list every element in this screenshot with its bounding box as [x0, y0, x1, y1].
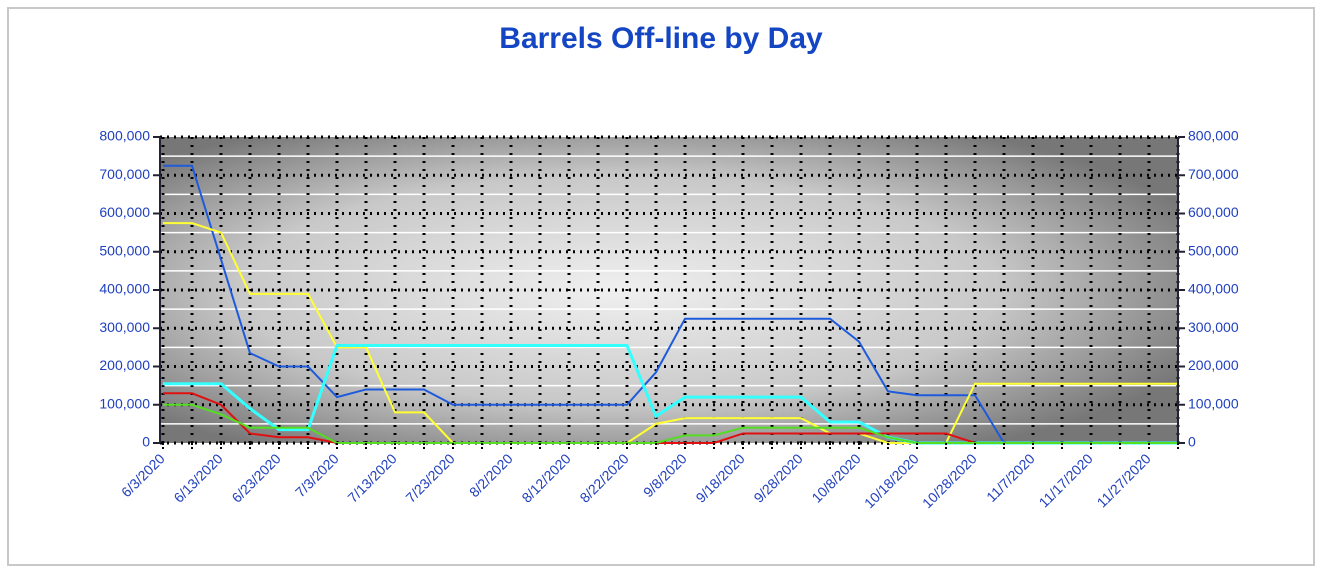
y2-tick-label: 0: [1188, 434, 1196, 450]
y-tick-label: 300,000: [99, 319, 150, 335]
y2-tick-label: 200,000: [1188, 357, 1239, 373]
y2-tick-label: 600,000: [1188, 204, 1239, 220]
y-tick-label: 100,000: [99, 395, 150, 411]
y2-tick-label: 500,000: [1188, 242, 1239, 258]
y-tick-label: 200,000: [99, 357, 150, 373]
chart-title: Barrels Off-line by Day: [499, 22, 823, 55]
y-tick-label: 400,000: [99, 281, 150, 297]
y2-tick-label: 300,000: [1188, 319, 1239, 335]
y-tick-label: 800,000: [99, 128, 150, 144]
series-line: [163, 222, 1178, 444]
series-line: [163, 403, 1178, 444]
y-tick-label: 600,000: [99, 204, 150, 220]
y-tick-label: 700,000: [99, 166, 150, 182]
plot-area: [160, 137, 1178, 443]
y-tick-label: 0: [142, 434, 150, 450]
y2-tick-label: 400,000: [1188, 281, 1239, 297]
y2-tick-label: 700,000: [1188, 166, 1239, 182]
y-tick-label: 500,000: [99, 242, 150, 258]
y2-tick-label: 800,000: [1188, 128, 1239, 144]
y2-tick-label: 100,000: [1188, 395, 1239, 411]
